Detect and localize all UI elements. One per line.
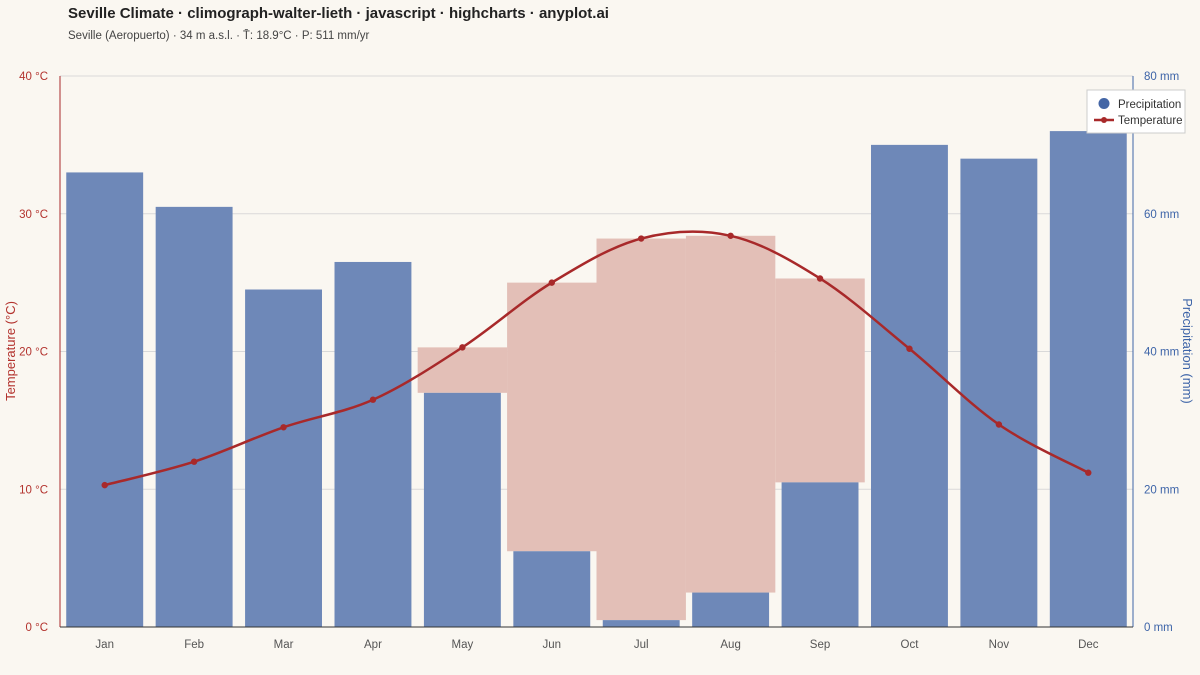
precipitation-bar[interactable] (781, 482, 859, 627)
y-right-tick-label: 20 mm (1144, 484, 1179, 496)
x-tick-label: Jul (634, 639, 649, 651)
chart-subtitle: Seville (Aeropuerto) · 34 m a.s.l. · T̄:… (68, 30, 370, 42)
y-axis-right-title: Precipitation (mm) (1180, 298, 1195, 403)
x-tick-label: Nov (989, 639, 1010, 651)
x-tick-label: Feb (184, 639, 204, 651)
x-tick-label: Aug (720, 639, 740, 651)
axes (59, 76, 1134, 628)
precipitation-bars (66, 131, 1127, 628)
y-left-tick-label: 10 °C (19, 484, 48, 496)
tick-labels: 0 °C 10 °C 20 °C 30 °C 40 °C 0 mm 20 mm 40 mm 60… (19, 71, 1179, 651)
arid-period-fill (596, 238, 686, 621)
temperature-point[interactable] (190, 458, 198, 465)
precipitation-bar[interactable] (960, 158, 1038, 627)
precipitation-bar[interactable] (334, 261, 412, 627)
y-right-tick-label: 40 mm (1144, 347, 1179, 359)
legend-item-temperature[interactable]: Temperature (1094, 115, 1183, 127)
precipitation-bar[interactable] (423, 392, 501, 627)
y-left-tick-label: 40 °C (19, 71, 48, 83)
legend-temperature-label: Temperature (1118, 115, 1183, 127)
temperature-point[interactable] (280, 424, 287, 431)
temperature-point[interactable] (459, 344, 466, 351)
legend[interactable]: Precipitation Temperature (1086, 89, 1186, 134)
temperature-point[interactable] (369, 396, 377, 403)
precipitation-bar[interactable] (245, 289, 322, 627)
arid-period-fill (417, 347, 508, 393)
temperature-line-group (101, 230, 1092, 489)
precipitation-bar[interactable] (871, 144, 948, 627)
x-tick-label: Jun (543, 639, 562, 651)
chart-title: Seville Climate · climograph-walter-liet… (68, 5, 609, 22)
x-tick-label: Jan (95, 639, 114, 651)
temperature-point[interactable] (906, 345, 913, 352)
y-left-tick-label: 30 °C (19, 209, 48, 221)
temperature-point[interactable] (727, 232, 734, 239)
legend-item-precipitation[interactable]: Precipitation (1098, 98, 1182, 111)
arid-period-fill (685, 235, 776, 593)
precipitation-bar[interactable] (692, 592, 770, 627)
y-left-tick-label: 0 °C (26, 622, 49, 634)
temperature-point[interactable] (816, 275, 824, 282)
y-right-tick-label: 80 mm (1144, 71, 1179, 83)
y-right-tick-label: 0 mm (1144, 622, 1173, 634)
precipitation-bar[interactable] (513, 551, 591, 627)
precipitation-bar[interactable] (66, 172, 144, 628)
precipitation-bar[interactable] (155, 206, 233, 628)
x-tick-label: Sep (810, 639, 830, 651)
temperature-point[interactable] (995, 421, 1003, 428)
x-tick-label: Oct (901, 639, 920, 651)
legend-precipitation-label: Precipitation (1118, 99, 1181, 111)
precipitation-bar[interactable] (602, 620, 680, 627)
temperature-point[interactable] (1085, 469, 1092, 476)
legend-box (1086, 89, 1186, 134)
temperature-point[interactable] (638, 235, 645, 242)
x-tick-label: Dec (1078, 639, 1099, 651)
y-left-tick-label: 20 °C (19, 347, 48, 359)
temperature-point[interactable] (101, 481, 108, 489)
y-axis-left-title: Temperature (°C) (3, 301, 18, 401)
x-tick-label: Mar (274, 639, 294, 651)
x-tick-label: Apr (364, 639, 382, 651)
x-tick-label: May (452, 639, 474, 651)
legend-temperature-marker (1101, 117, 1107, 123)
legend-precipitation-marker (1098, 98, 1110, 109)
precipitation-bar[interactable] (1049, 131, 1127, 627)
temperature-point[interactable] (548, 279, 555, 286)
arid-period-fill (775, 278, 865, 483)
y-right-tick-label: 60 mm (1144, 209, 1179, 221)
arid-period-fill (507, 282, 597, 552)
